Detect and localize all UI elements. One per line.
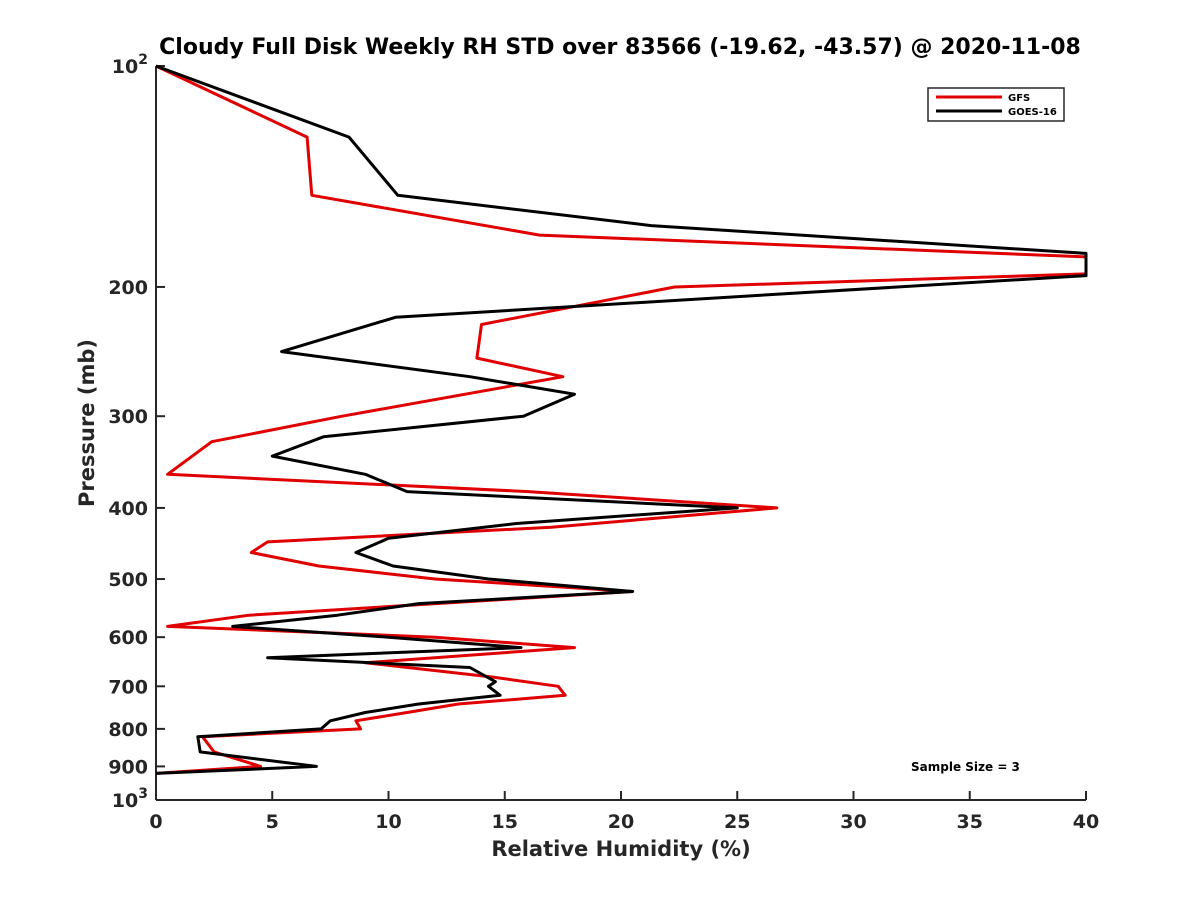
x-tick-label: 15 — [492, 811, 518, 833]
x-tick-label: 40 — [1073, 811, 1099, 833]
y-tick-label: 600 — [108, 627, 148, 649]
plot-axes — [155, 66, 1086, 801]
y-tick-label: 103 — [112, 786, 148, 812]
y-axis-label: Pressure (mb) — [75, 339, 99, 507]
legend-label-gfs: GFS — [1008, 93, 1030, 104]
series-line-gfs — [155, 64, 1088, 775]
legend-label-goes16: GOES-16 — [1008, 107, 1057, 118]
legend-box — [927, 87, 1065, 122]
y-axis-ticks: 102 200 300 400 500 600 700 800 900 103 — [108, 52, 165, 812]
y-tick-label: 102 — [112, 52, 148, 78]
series-layer — [155, 64, 1088, 775]
x-tick-label: 10 — [375, 811, 401, 833]
y-tick-label: 700 — [108, 676, 148, 698]
x-tick-label: 5 — [266, 811, 279, 833]
y-tick-label: 800 — [108, 719, 148, 741]
x-axis-ticks: 0 5 10 15 20 25 30 35 40 — [149, 791, 1099, 833]
x-tick-label: 0 — [149, 811, 162, 833]
sample-size-annotation: Sample Size = 3 — [911, 760, 1020, 774]
x-tick-label: 25 — [724, 811, 750, 833]
x-tick-label: 35 — [957, 811, 983, 833]
x-axis-label: Relative Humidity (%) — [491, 837, 750, 861]
y-tick-label: 300 — [108, 406, 148, 428]
y-tick-label: 200 — [108, 277, 148, 299]
legend: GFS GOES-16 — [927, 87, 1065, 122]
x-tick-label: 30 — [840, 811, 866, 833]
y-tick-label: 500 — [108, 569, 148, 591]
series-line-goes16 — [155, 64, 1088, 775]
y-tick-label: 400 — [108, 498, 148, 520]
y-tick-label: 900 — [108, 756, 148, 778]
x-tick-label: 20 — [608, 811, 634, 833]
chart-title: Cloudy Full Disk Weekly RH STD over 8356… — [159, 35, 1081, 60]
